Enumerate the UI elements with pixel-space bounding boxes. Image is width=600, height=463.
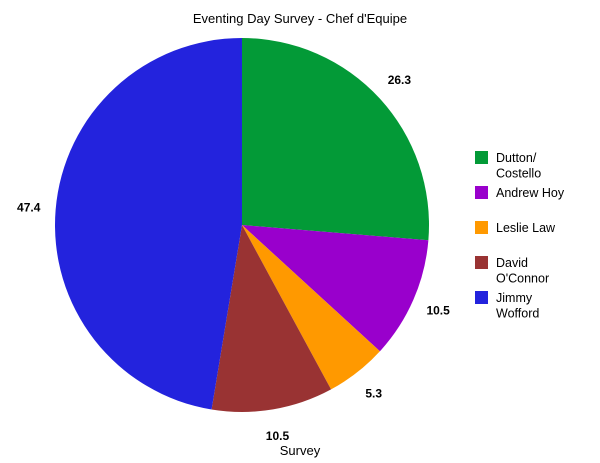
legend-swatch [475,291,488,304]
pie-slice [211,225,332,413]
data-label: 47.4 [17,201,41,215]
legend-item: Leslie Law [475,221,556,235]
chart-title: Eventing Day Survey - Chef d'Equipe [193,11,407,26]
data-label: 10.5 [426,304,450,318]
legend-label: Leslie Law [496,221,556,235]
legend-swatch [475,221,488,234]
legend-label: Jimmy Wofford [496,291,539,321]
data-labels: 26.3 10.5 5.3 10.5 47.4 [17,73,450,443]
pie-slice [54,38,242,410]
legend-item: Dutton/Costello [475,151,541,181]
pie-slice [242,38,429,241]
legend-label: David O'Connor [496,256,549,286]
legend-item: Jimmy Wofford [475,291,539,321]
data-label: 5.3 [365,387,382,401]
data-label: 26.3 [388,73,412,87]
legend-item: Andrew Hoy [475,186,565,200]
pie-slice [242,225,429,352]
legend-label: Dutton/Costello [496,151,541,181]
legend-item: David O'Connor [475,256,549,286]
data-label: 10.5 [266,429,290,443]
x-axis-label: Survey [280,443,321,458]
legend-swatch [475,186,488,199]
legend-swatch [475,151,488,164]
pie-slices [54,38,429,413]
legend-swatch [475,256,488,269]
pie-slice [242,225,380,390]
legend: Dutton/Costello Andrew Hoy Leslie Law David… [475,151,565,321]
legend-label: Andrew Hoy [496,186,565,200]
